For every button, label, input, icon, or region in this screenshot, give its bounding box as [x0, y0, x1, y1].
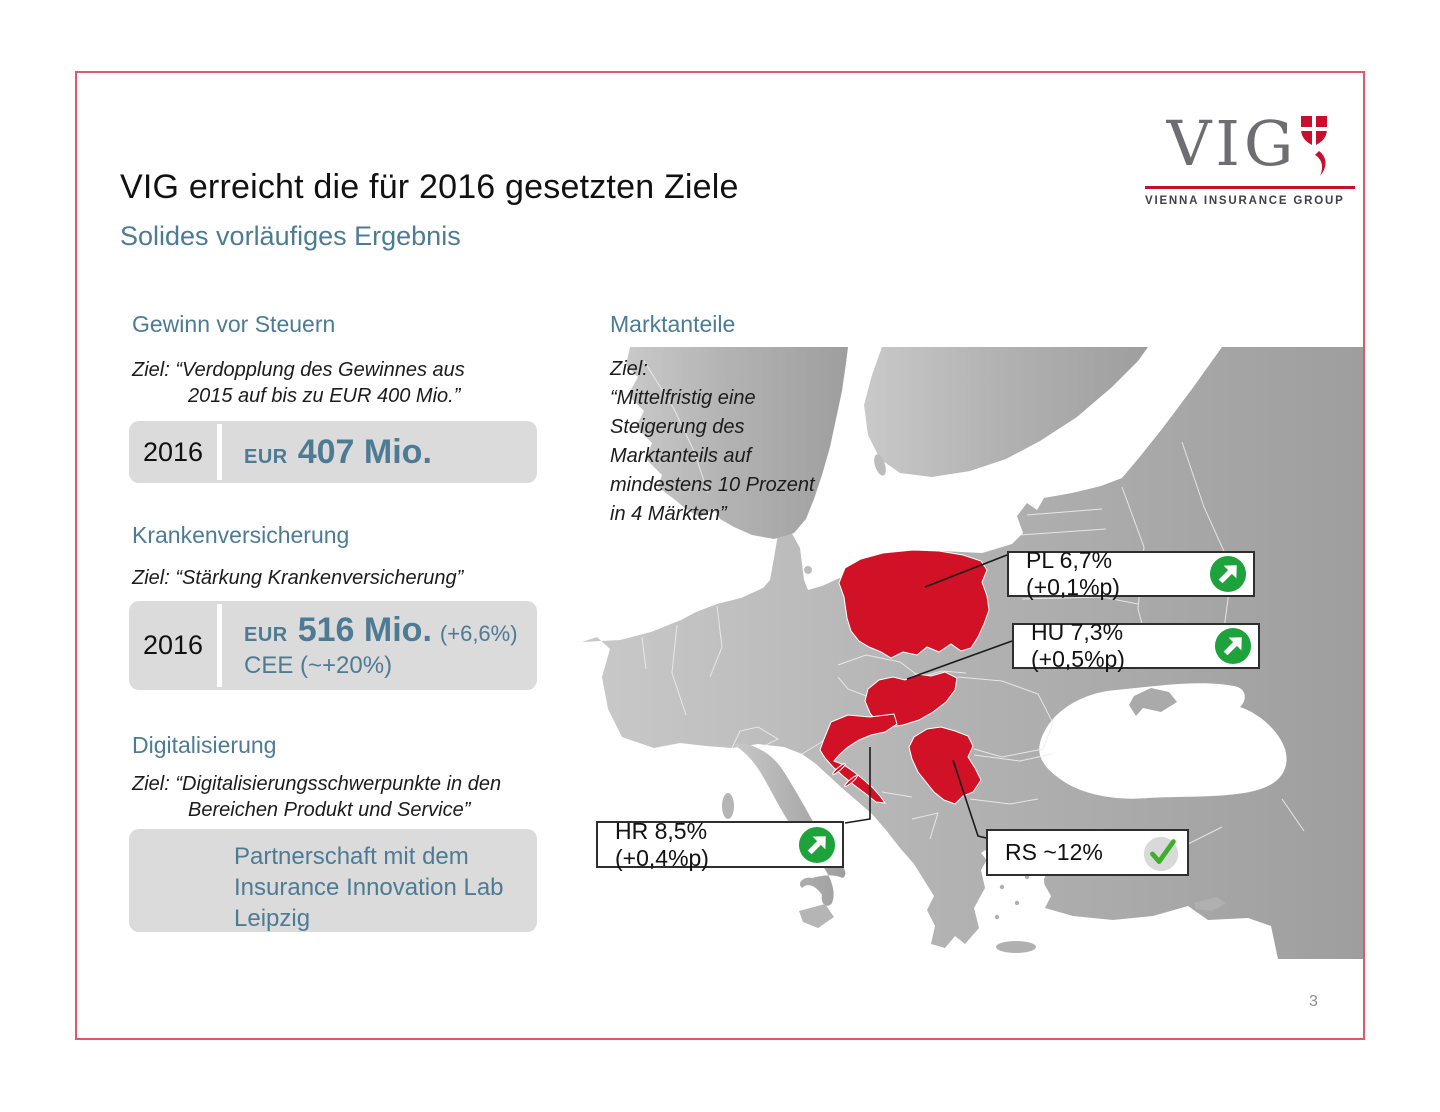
kranken-amount: 516 Mio. — [297, 611, 432, 649]
leader-hu — [906, 640, 1013, 680]
map-island — [1014, 900, 1020, 906]
page-number: 3 — [1309, 993, 1318, 1010]
map-corsica — [722, 793, 734, 819]
box-divider — [217, 424, 222, 480]
page-subtitle: Solides vorläufiges Ergebnis — [120, 221, 461, 251]
kranken-value: EUR 516 Mio. (+6,6%) CEE (~+20%) — [222, 611, 518, 680]
vig-logo: VIG VIENNA INSURANCE GROUP — [1145, 113, 1355, 218]
heading-kranken: Krankenversicherung — [132, 522, 350, 548]
ziel-digital-line1: Ziel: “Digitalisierungsschwerpunkte in d… — [132, 773, 502, 795]
leader-hr — [844, 747, 871, 824]
arrow-up-right-icon — [798, 826, 836, 863]
label-hr: HR 8,5% (+0,4%p) — [596, 818, 844, 871]
label-hr-text: HR 8,5% (+0,4%p) — [615, 817, 709, 871]
result-box-gewinn: 2016 EUR 407 Mio. — [129, 421, 537, 483]
kranken-cee: CEE (~+20%) — [244, 652, 393, 679]
box-divider — [217, 604, 222, 687]
ziel-gewinn-line1: Ziel: “Verdopplung des Gewinnes aus — [132, 359, 465, 381]
digital-line2: Insurance Innovation Lab — [234, 874, 504, 901]
ziel-gewinn: Ziel: “Verdopplung des Gewinnes aus 2015… — [132, 357, 465, 409]
check-icon — [1143, 836, 1179, 871]
map-island — [804, 566, 812, 574]
year-label: 2016 — [142, 630, 204, 660]
map-island — [790, 562, 800, 572]
currency-label: EUR — [244, 624, 288, 646]
year-label: 2016 — [142, 436, 204, 467]
logo-wordmark: VIG — [1166, 107, 1298, 180]
result-box-digital: Partnerschaft mit dem Insurance Innovati… — [129, 829, 537, 932]
arrow-up-right-icon — [1209, 555, 1247, 593]
map-black-sea — [1039, 683, 1287, 799]
label-rs: RS ~12% — [986, 829, 1189, 876]
map-island — [999, 884, 1005, 890]
map-croatia-island — [832, 763, 846, 775]
map-crimea — [1129, 688, 1177, 716]
label-pl: PL 6,7% (+0,1%p) — [1007, 547, 1255, 600]
gewinn-amount: 407 Mio. — [297, 432, 432, 471]
map-island-gotland — [874, 454, 886, 476]
gewinn-value: EUR 407 Mio. — [222, 433, 432, 472]
map-cyprus — [1194, 897, 1226, 911]
map-croatia — [819, 713, 898, 804]
logo-row: VIG — [1145, 113, 1355, 182]
map-croatia-island — [844, 775, 858, 787]
map-leader-lines — [844, 554, 1013, 839]
heading-markt: Marktanteile — [610, 311, 736, 337]
kranken-delta: (+6,6%) — [439, 621, 518, 646]
logo-caption: VIENNA INSURANCE GROUP — [1145, 195, 1345, 207]
heading-gewinn: Gewinn vor Steuern — [132, 311, 336, 337]
map-scandinavia — [626, 347, 848, 539]
label-hu: HU 7,3% (+0,5%p) — [1012, 619, 1260, 672]
result-box-kranken: 2016 EUR 516 Mio. (+6,6%) CEE (~+20%) — [129, 601, 537, 690]
digital-line1: Partnerschaft mit dem — [234, 843, 469, 870]
ziel-kranken: Ziel: “Stärkung Krankenversicherung” — [132, 567, 464, 589]
page-title: VIG erreicht die für 2016 gesetzten Ziel… — [120, 168, 739, 206]
label-rs-text: RS ~12% — [1005, 839, 1103, 865]
digital-line3: Leipzig — [234, 905, 311, 932]
map-poland — [838, 549, 990, 659]
currency-label: EUR — [244, 445, 288, 468]
logo-rule — [1145, 186, 1355, 189]
ziel-digital-line2: Bereichen Produkt und Service” — [188, 799, 471, 821]
ziel-digital: Ziel: “Digitalisierungsschwerpunkte in d… — [132, 771, 501, 823]
map-serbia — [908, 726, 982, 805]
leader-rs — [952, 759, 987, 839]
map-island — [994, 914, 1000, 920]
map-finland — [864, 347, 1148, 477]
vienna-shield-icon — [1299, 115, 1333, 182]
map-sicily — [799, 904, 834, 928]
digital-text: Partnerschaft mit dem Insurance Innovati… — [129, 829, 504, 934]
heading-digital: Digitalisierung — [132, 732, 277, 758]
arrow-up-right-icon — [1214, 627, 1252, 665]
label-hu-text: HU 7,3% (+0,5%p) — [1031, 619, 1125, 672]
slide: VIG erreicht die für 2016 gesetzten Ziel… — [75, 71, 1365, 1040]
ziel-markt: Ziel: “Mittelfristig eine Steigerung des… — [610, 358, 815, 525]
ziel-gewinn-line2: 2015 auf bis zu EUR 400 Mio.” — [188, 385, 461, 407]
map-mainland — [582, 347, 1363, 959]
label-pl-text: PL 6,7% (+0,1%p) — [1026, 547, 1120, 600]
leader-pl — [924, 554, 1008, 588]
map-crete — [996, 941, 1036, 953]
